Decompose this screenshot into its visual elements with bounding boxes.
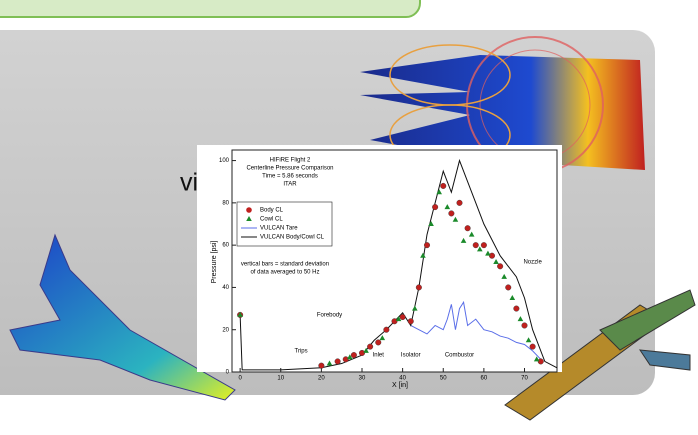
chart-title: HIFiRE Flight 2 xyxy=(270,158,311,164)
page: {"slide": {"text": "vironment"}, "chart_… xyxy=(0,0,698,430)
x-tick-label: 50 xyxy=(440,376,447,382)
data-point xyxy=(343,357,349,363)
chart-title: Centerline Pressure Comparison xyxy=(246,166,333,172)
x-tick-label: 30 xyxy=(359,376,366,382)
data-point xyxy=(465,225,471,231)
chart-title: ITAR xyxy=(283,182,297,188)
data-point xyxy=(522,323,528,329)
legend-label: VULCAN Body/Cowl CL xyxy=(260,235,325,241)
x-tick-label: 40 xyxy=(399,376,406,382)
y-tick-label: 100 xyxy=(219,158,230,164)
data-point xyxy=(481,242,487,248)
y-tick-label: 80 xyxy=(222,200,229,206)
data-point xyxy=(375,340,381,346)
legend-label: VULCAN Tare xyxy=(260,226,298,232)
x-tick-label: 20 xyxy=(318,376,325,382)
data-point xyxy=(440,183,446,189)
data-point xyxy=(457,200,463,206)
y-axis-label: Pressure [psi] xyxy=(211,241,218,284)
region-label: Forebody xyxy=(317,312,342,318)
legend-label: Body CL xyxy=(260,208,284,214)
data-point xyxy=(530,344,536,350)
data-point xyxy=(424,242,430,248)
slide: vironment Pressure [psi] X [in] 01020304… xyxy=(0,0,698,430)
y-tick-label: 60 xyxy=(222,243,229,249)
x-tick-label: 70 xyxy=(521,376,528,382)
data-point xyxy=(408,318,414,324)
data-point xyxy=(367,344,373,350)
region-label: Combustor xyxy=(445,353,474,359)
chart-title: Time = 5.86 seconds xyxy=(262,174,318,180)
data-point xyxy=(432,204,438,210)
data-point xyxy=(449,211,455,217)
y-tick-label: 20 xyxy=(222,327,229,333)
data-point xyxy=(473,242,479,248)
data-point xyxy=(489,253,495,259)
data-point xyxy=(416,285,422,291)
data-point xyxy=(505,285,511,291)
data-point xyxy=(392,318,398,324)
region-label: Nozzle xyxy=(523,260,542,266)
y-tick-label: 40 xyxy=(222,285,229,291)
legend-label: Cowl CL xyxy=(260,217,283,223)
data-point xyxy=(538,359,544,365)
x-axis-label: X [in] xyxy=(392,382,408,389)
region-label: Trips xyxy=(295,348,308,354)
data-point xyxy=(359,350,365,356)
data-point xyxy=(384,327,390,333)
data-point xyxy=(319,363,325,369)
data-point xyxy=(497,263,503,269)
header-box xyxy=(0,0,420,17)
region-label: Inlet xyxy=(373,353,385,359)
data-point xyxy=(400,314,406,320)
data-point xyxy=(351,352,357,358)
region-label: Isolator xyxy=(401,353,421,359)
annotation: vertical bars = standard deviation xyxy=(241,262,329,268)
x-tick-label: 60 xyxy=(481,376,488,382)
legend-marker xyxy=(246,207,252,213)
x-tick-label: 10 xyxy=(277,376,284,382)
annotation: of data averaged to 50 Hz xyxy=(250,270,319,276)
data-point xyxy=(335,359,341,365)
data-point xyxy=(514,306,520,312)
